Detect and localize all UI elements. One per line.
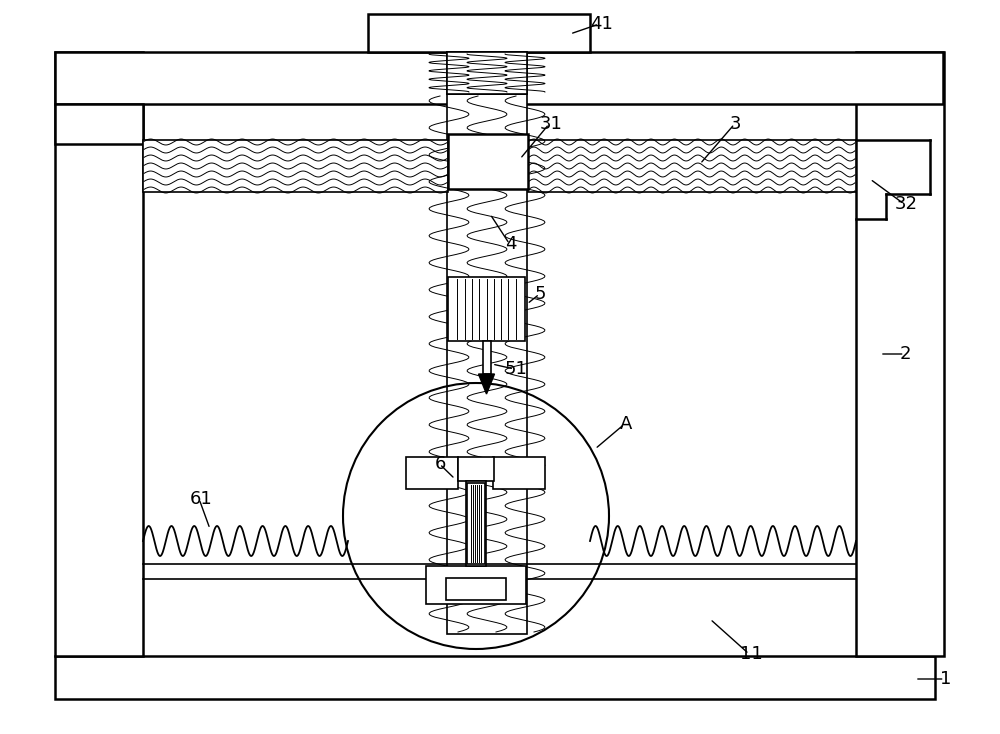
Bar — [466, 481, 486, 566]
Bar — [448, 134, 528, 189]
Text: 61: 61 — [190, 490, 213, 508]
Bar — [143, 140, 448, 192]
Polygon shape — [479, 374, 494, 394]
Text: 41: 41 — [590, 15, 613, 33]
Text: 3: 3 — [730, 115, 742, 133]
Bar — [458, 457, 494, 481]
Text: A: A — [620, 415, 632, 433]
Text: 4: 4 — [505, 235, 516, 253]
Text: 1: 1 — [940, 670, 951, 688]
Bar — [447, 94, 527, 634]
Text: 51: 51 — [505, 360, 528, 378]
Bar — [482, 341, 490, 374]
Text: 31: 31 — [540, 115, 563, 133]
Text: 2: 2 — [900, 345, 912, 363]
Bar — [448, 277, 525, 341]
Text: 11: 11 — [740, 645, 763, 663]
Bar — [55, 52, 143, 656]
Bar — [55, 52, 943, 104]
Bar — [368, 14, 590, 52]
Bar — [55, 656, 935, 699]
Bar — [528, 140, 856, 192]
Bar — [426, 566, 526, 604]
Bar — [856, 52, 944, 656]
Text: 5: 5 — [535, 285, 546, 303]
Bar — [467, 483, 485, 564]
Text: 32: 32 — [895, 195, 918, 213]
Bar — [406, 457, 458, 489]
Bar — [447, 52, 527, 94]
Bar — [493, 457, 545, 489]
Bar — [55, 104, 143, 144]
Bar — [446, 578, 506, 600]
Text: 6: 6 — [435, 455, 446, 473]
Bar — [447, 52, 527, 94]
